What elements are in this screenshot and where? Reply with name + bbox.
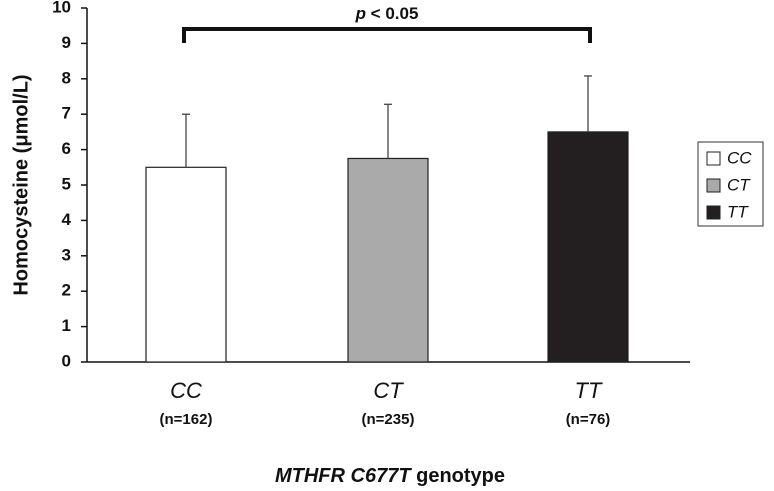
legend-swatch-tt [706, 205, 721, 220]
x-category-label: CT [373, 378, 404, 403]
legend-label: CT [727, 175, 751, 194]
y-axis: 0 1 2 3 4 5 6 7 8 9 10 [52, 0, 88, 370]
legend-swatch-ct [706, 178, 721, 193]
bar-ct [347, 157, 429, 363]
y-tick-label: 2 [62, 281, 71, 300]
significance-bracket: p < 0.05 [182, 4, 592, 43]
p-value-label: p < 0.05 [355, 4, 419, 23]
bar-cc [145, 166, 227, 363]
legend-label: TT [727, 202, 749, 221]
legend: CC CT TT [697, 141, 764, 227]
y-tick-label: 10 [52, 0, 71, 16]
y-tick-label: 7 [62, 104, 71, 123]
x-category-label: TT [575, 378, 603, 403]
sample-size-label: (n=235) [362, 411, 415, 428]
y-tick-label: 0 [62, 351, 71, 370]
sample-size-label: (n=162) [160, 411, 213, 428]
bars [145, 131, 629, 363]
y-tick-label: 8 [62, 68, 71, 87]
error-bars [182, 75, 592, 168]
y-tick-label: 1 [62, 316, 71, 335]
y-axis-title: Homocysteine (μmol/L) [10, 74, 32, 295]
p-value-threshold: < 0.05 [366, 4, 418, 23]
y-tick-label: 9 [62, 33, 71, 52]
significance-line [182, 27, 592, 43]
y-tick-label: 3 [62, 245, 71, 264]
bar-tt [547, 131, 629, 363]
sample-size-label: (n=76) [566, 411, 611, 428]
x-axis-title-rest: genotype [411, 465, 505, 487]
p-value-symbol: p [355, 4, 366, 23]
x-axis-title-italic: MTHFR C677T [275, 465, 412, 487]
y-tick-label: 5 [62, 174, 71, 193]
x-category-label: CC [170, 378, 202, 403]
y-tick-label: 6 [62, 139, 71, 158]
x-axis-title: MTHFR C677T genotype [275, 465, 505, 487]
legend-swatch-cc [706, 151, 721, 166]
legend-label: CC [727, 148, 752, 167]
y-tick-label: 4 [62, 210, 72, 229]
x-axis: CC (n=162) CT (n=235) TT (n=76) [87, 361, 690, 428]
